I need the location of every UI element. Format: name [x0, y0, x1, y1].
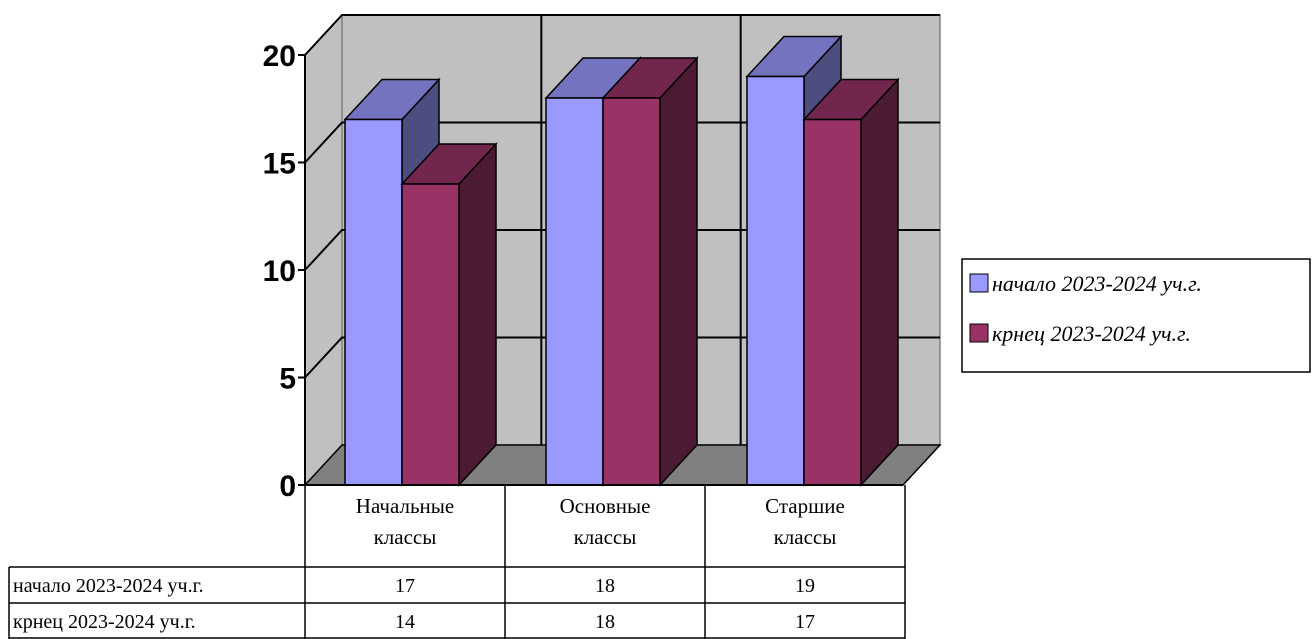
bar-side [860, 77, 899, 487]
y-tick-label: 10 [263, 255, 296, 288]
bar [601, 56, 699, 487]
legend-label: крнец 2023-2024 уч.г. [992, 321, 1191, 346]
category-label: классы [374, 525, 437, 549]
category-label: Основные [560, 494, 651, 518]
y-axis: 0 5 10 15 20 [263, 40, 903, 503]
bar-front [602, 97, 661, 486]
category-label: Начальные [356, 494, 454, 518]
chart-gridlines [304, 14, 940, 445]
bar-front [746, 75, 805, 486]
table-row-label: начало 2023-2024 уч.г. [13, 575, 204, 597]
bar-front [344, 118, 403, 486]
legend-swatch [969, 273, 989, 293]
bar-side [659, 56, 698, 487]
legend-label: начало 2023-2024 уч.г. [992, 271, 1202, 296]
bar [802, 77, 900, 487]
data-table: Начальные классы Основные классы Старшие клас… [8, 485, 906, 639]
table-cell-value: 19 [795, 575, 815, 597]
bar-front [401, 183, 460, 486]
bar-front [803, 118, 862, 486]
table-cell-value: 17 [795, 611, 815, 633]
y-tick-label: 20 [263, 40, 296, 73]
legend-box [961, 258, 1311, 373]
table-cell-value: 18 [595, 575, 615, 597]
chart-bars [343, 34, 900, 487]
legend: начало 2023-2024 уч.г. крнец 2023-2024 уч… [961, 258, 1311, 373]
bar-front [545, 97, 604, 486]
legend-swatch [969, 323, 989, 343]
category-label: Старшие [765, 494, 845, 518]
bar [400, 142, 498, 487]
y-tick-label: 5 [279, 363, 296, 396]
bar-side [458, 142, 497, 487]
table-cell-value: 14 [395, 611, 415, 633]
y-tick-label: 0 [279, 470, 296, 503]
table-cell-value: 18 [595, 611, 615, 633]
category-label: классы [574, 525, 637, 549]
table-cell-value: 17 [395, 575, 415, 597]
table-row-label: крнец 2023-2024 уч.г. [13, 611, 196, 633]
y-tick-label: 15 [263, 148, 296, 181]
category-label: классы [774, 525, 837, 549]
